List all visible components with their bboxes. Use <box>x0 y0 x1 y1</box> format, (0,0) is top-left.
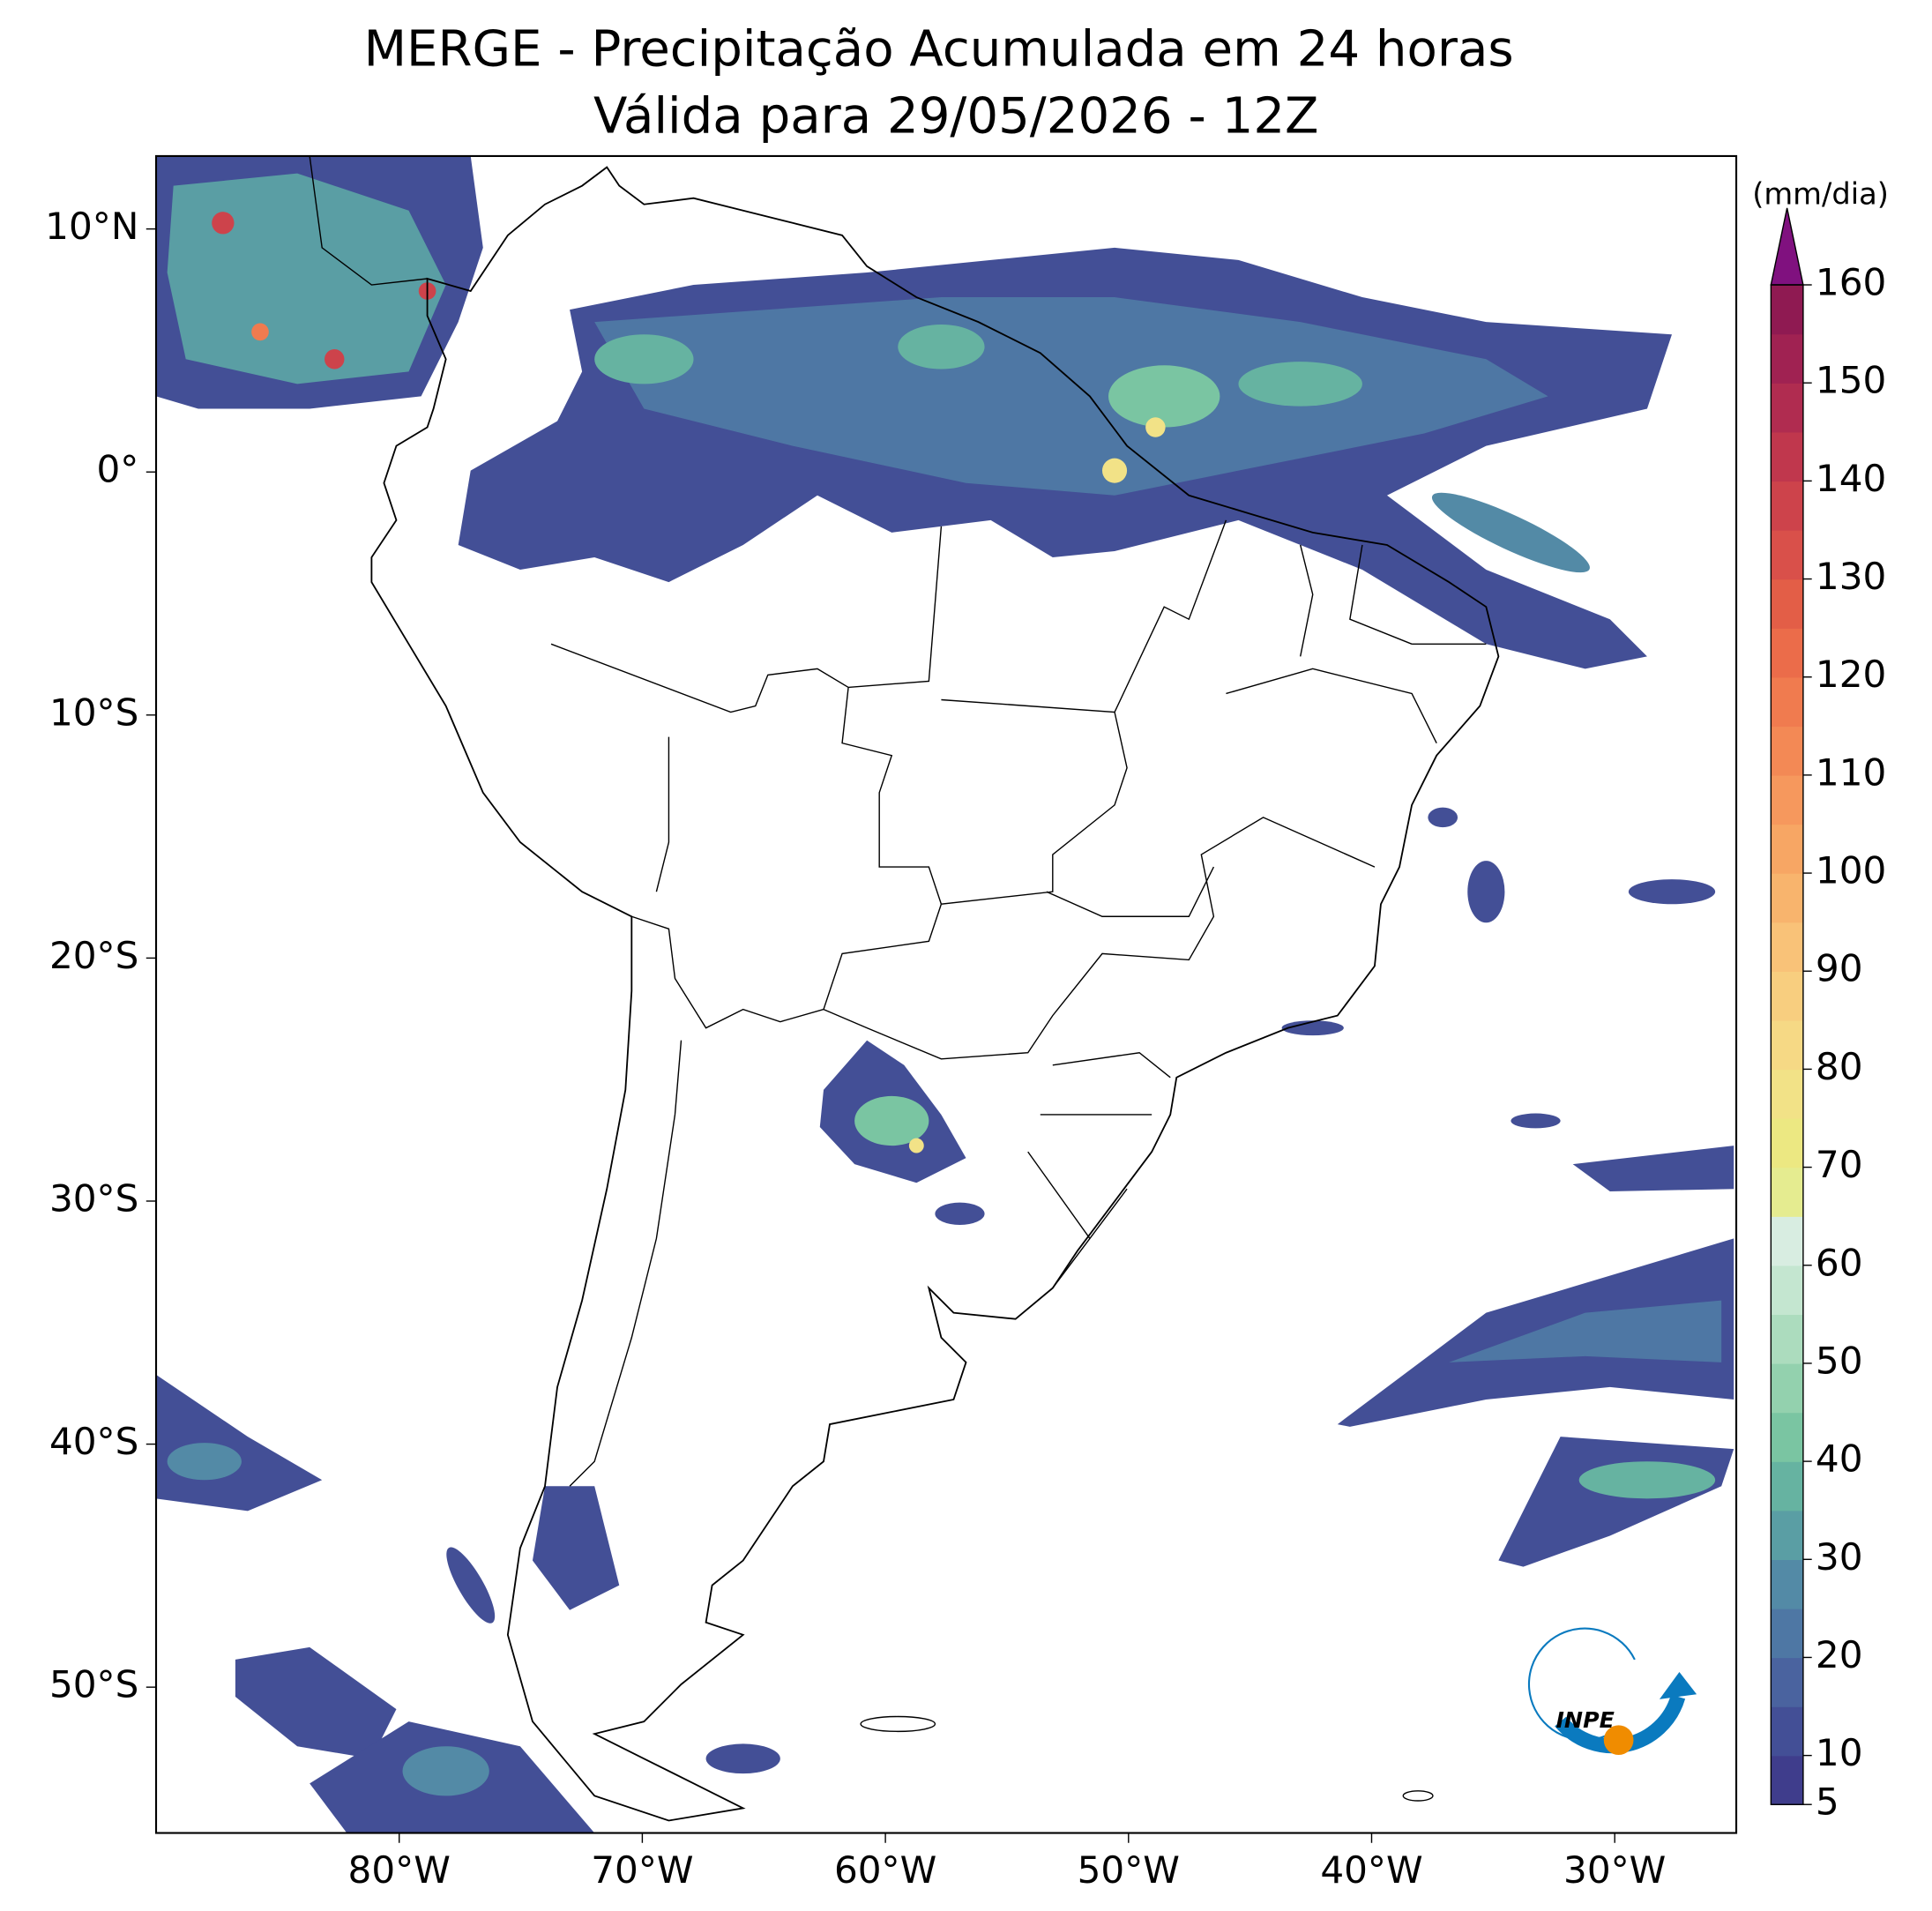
colorbar-tick-label: 80 <box>1816 1045 1863 1088</box>
colorbar-tick-label: 100 <box>1816 849 1886 892</box>
title-line: MERGE - Precipitação Acumulada em 24 hor… <box>364 21 1514 78</box>
colorbar-band <box>1771 383 1803 433</box>
colorbar-band <box>1771 971 1803 1021</box>
colorbar-tick-label: 40 <box>1816 1437 1863 1481</box>
colorbar-tick-label: 130 <box>1816 555 1886 598</box>
colorbar-band <box>1771 1167 1803 1217</box>
x-tick-label: 80°W <box>348 1848 451 1892</box>
colorbar-band <box>1771 1461 1803 1512</box>
y-tick-label: 10°S <box>49 690 138 734</box>
colorbar-band <box>1771 1608 1803 1659</box>
colorbar-tick-label: 30 <box>1816 1535 1863 1579</box>
colorbar-band <box>1771 1362 1803 1414</box>
y-tick-label: 40°S <box>49 1420 138 1463</box>
y-tick-label: 0° <box>96 448 138 491</box>
x-tick-label: 60°W <box>834 1848 936 1892</box>
colorbar-tick-label: 60 <box>1816 1241 1863 1284</box>
colorbar-band <box>1771 676 1803 728</box>
colorbar-band <box>1771 1510 1803 1560</box>
x-tick-label: 40°W <box>1320 1848 1422 1892</box>
coastline <box>370 166 1500 1822</box>
colorbar-band <box>1771 529 1803 580</box>
colorbar-band <box>1771 1069 1803 1119</box>
colorbar-band <box>1771 873 1803 923</box>
x-tick-label: 50°W <box>1078 1848 1180 1892</box>
colorbar-band <box>1771 579 1803 629</box>
map-content <box>156 155 1734 1833</box>
colorbar-band <box>1771 285 1803 335</box>
y-tick-label: 10°N <box>45 205 138 248</box>
colorbar-tick-label: 70 <box>1816 1143 1863 1186</box>
colorbar-band <box>1771 1559 1803 1609</box>
x-tick-label: 30°W <box>1563 1848 1666 1892</box>
y-tick-label: 30°S <box>49 1176 138 1220</box>
colorbar-extend <box>1770 207 1804 286</box>
map-frame <box>154 154 1738 1834</box>
logo: INPE <box>1527 1627 1697 1756</box>
colorbar-tick-label: 160 <box>1816 261 1886 304</box>
logo-text: INPE <box>1556 1707 1615 1733</box>
y-tick-label: 50°S <box>49 1663 138 1706</box>
x-tick-label: 70°W <box>591 1848 693 1892</box>
colorbar-band <box>1771 1755 1803 1805</box>
colorbar-band <box>1771 774 1803 825</box>
colorbar-band <box>1771 1216 1803 1266</box>
colorbar-tick-label: 110 <box>1816 750 1886 794</box>
colorbar-band <box>1771 1314 1803 1364</box>
colorbar-band <box>1771 1412 1803 1462</box>
colorbar-tick-label: 150 <box>1816 359 1886 402</box>
colorbar-frame <box>1770 284 1804 1805</box>
colorbar-band <box>1771 726 1803 776</box>
colorbar-band <box>1771 1019 1803 1071</box>
colorbar-band <box>1771 481 1803 531</box>
colorbar-tick-label: 10 <box>1816 1731 1863 1774</box>
colorbar-label: (mm/dia) <box>1752 176 1889 211</box>
colorbar-tick-label: 20 <box>1816 1633 1863 1676</box>
colorbar-band <box>1771 1657 1803 1707</box>
colorbar-band <box>1771 431 1803 482</box>
colorbar-band <box>1771 1265 1803 1316</box>
colorbar-tick-label: 120 <box>1816 653 1886 696</box>
colorbar-band <box>1771 1117 1803 1168</box>
colorbar-band <box>1771 333 1803 384</box>
colorbar-band <box>1771 922 1803 972</box>
colorbar-tick-label: 140 <box>1816 457 1886 500</box>
colorbar-band <box>1771 824 1803 874</box>
title-line: Válida para 29/05/2026 - 12Z <box>593 87 1319 145</box>
colorbar-tick-label: 50 <box>1816 1339 1863 1382</box>
colorbar-tick-label: 5 <box>1816 1780 1839 1824</box>
precipitation <box>156 155 1734 1833</box>
colorbar-band <box>1771 628 1803 678</box>
colorbar-tick-label: 90 <box>1816 947 1863 990</box>
colorbar-band <box>1771 1706 1803 1757</box>
y-tick-label: 20°S <box>49 934 138 977</box>
